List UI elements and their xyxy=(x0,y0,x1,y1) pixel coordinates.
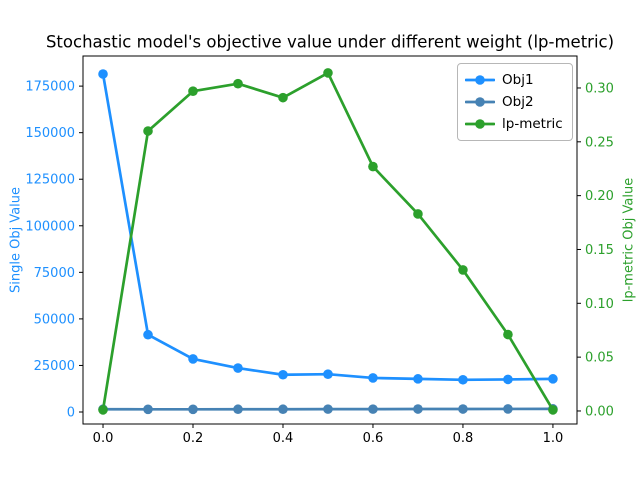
right-tick-label: 0.25 xyxy=(585,135,614,150)
right-tick-label: 0.20 xyxy=(585,189,614,204)
right-tick-label: 0.00 xyxy=(585,404,614,419)
legend-item-obj1: Obj1 xyxy=(465,69,563,91)
legend-marker-icon xyxy=(465,97,495,107)
axes-frame xyxy=(82,55,578,425)
x-tick-label: 1.0 xyxy=(543,431,564,446)
right-tick-label: 0.30 xyxy=(585,81,614,96)
data-point-obj2 xyxy=(233,404,243,415)
legend-item-obj2: Obj2 xyxy=(465,91,563,113)
data-point-lp-metric xyxy=(278,92,288,103)
left-tick-label: 150000 xyxy=(25,126,75,141)
x-tick-label: 0.8 xyxy=(453,431,474,446)
data-point-obj1 xyxy=(548,374,558,384)
legend-marker-icon xyxy=(465,75,495,85)
left-tick-label: 100000 xyxy=(25,219,75,234)
legend: Obj1 Obj2 lp-metric xyxy=(457,63,573,141)
left-tick-label: 0 xyxy=(67,406,75,421)
left-axis-label: Single Obj Value xyxy=(8,186,24,294)
data-point-lp-metric xyxy=(323,68,333,78)
data-point-obj2 xyxy=(458,404,468,414)
data-point-lp-metric xyxy=(98,405,108,415)
data-point-obj1 xyxy=(278,369,288,380)
data-point-lp-metric xyxy=(458,265,468,275)
right-tick-label: 0.15 xyxy=(585,243,614,258)
x-tick-label: 0.6 xyxy=(363,431,384,446)
data-point-lp-metric xyxy=(143,126,153,136)
data-point-obj1 xyxy=(98,69,108,79)
right-tick-label: 0.10 xyxy=(585,297,614,312)
left-tick-label: 125000 xyxy=(25,173,75,188)
x-tick-label: 0.2 xyxy=(183,431,204,446)
data-point-lp-metric xyxy=(188,86,198,97)
data-point-lp-metric xyxy=(233,78,243,89)
data-point-obj1 xyxy=(503,374,513,385)
legend-label: lp-metric xyxy=(502,116,563,132)
data-point-obj2 xyxy=(188,404,198,415)
data-point-obj1 xyxy=(458,374,468,385)
data-point-obj1 xyxy=(413,374,423,384)
data-point-obj2 xyxy=(368,404,378,414)
data-point-obj2 xyxy=(413,404,423,414)
left-tick-label: 25000 xyxy=(34,359,75,374)
legend-item-lp-metric: lp-metric xyxy=(465,113,563,135)
left-tick-label: 175000 xyxy=(25,80,75,95)
data-point-lp-metric xyxy=(413,209,423,219)
left-tick-label: 50000 xyxy=(34,312,75,327)
data-point-obj2 xyxy=(503,404,513,414)
data-point-obj1 xyxy=(323,369,333,380)
data-point-lp-metric xyxy=(368,161,378,172)
legend-label: Obj2 xyxy=(502,94,534,110)
data-point-obj1 xyxy=(188,354,198,364)
legend-marker-icon xyxy=(465,119,495,129)
data-point-obj1 xyxy=(233,363,243,373)
chart-title: Stochastic model's objective value under… xyxy=(45,32,615,52)
x-tick-label: 0.4 xyxy=(273,431,294,446)
data-point-obj2 xyxy=(323,404,333,414)
right-tick-label: 0.05 xyxy=(585,351,614,366)
right-axis-label: lp-metric Obj Value xyxy=(621,177,637,303)
data-point-obj2 xyxy=(278,404,288,415)
data-point-lp-metric xyxy=(503,329,513,340)
data-point-lp-metric xyxy=(548,405,558,415)
data-point-obj2 xyxy=(143,404,153,415)
data-point-obj1 xyxy=(368,373,378,383)
data-point-obj1 xyxy=(143,329,153,340)
legend-label: Obj1 xyxy=(502,72,534,88)
left-tick-label: 75000 xyxy=(34,266,75,281)
x-tick-label: 0.0 xyxy=(93,431,114,446)
